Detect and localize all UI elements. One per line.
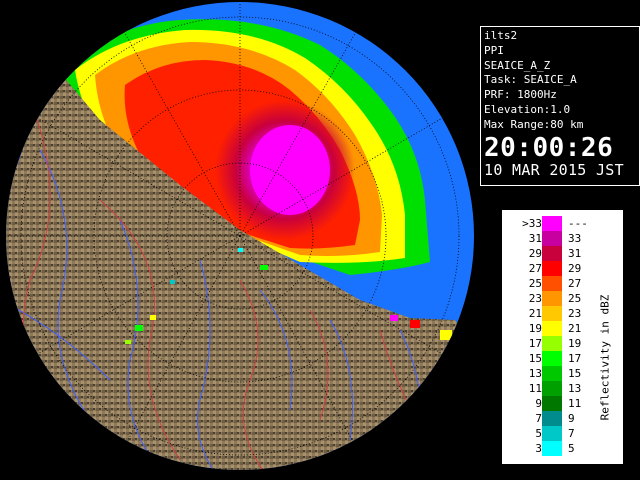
max-range-value: Max Range:80 km [484, 117, 584, 131]
legend-row: 29 31 [506, 246, 602, 261]
legend-row: 21 23 [506, 306, 602, 321]
legend-row-low: 13 [528, 367, 542, 380]
legend-swatch [542, 396, 562, 411]
scan-date: 10 MAR 2015 JST [484, 160, 624, 179]
legend-row-low: 19 [528, 322, 542, 335]
legend-row: 25 27 [506, 276, 602, 291]
legend-row-low: 25 [528, 277, 542, 290]
legend-unit-label: Reflectivity in dBZ [590, 272, 620, 442]
land-clutter [125, 248, 452, 344]
legend-swatch [542, 306, 562, 321]
echo-core-inner [250, 125, 330, 215]
legend-swatch [542, 381, 562, 396]
prf-value: PRF: 1800Hz [484, 88, 557, 102]
legend-row-low: 11 [528, 382, 542, 395]
site-name: ilts2 [484, 29, 518, 42]
scan-info-panel: ilts2 PPI SEAICE_A_Z Task: SEAICE_A PRF:… [480, 26, 640, 186]
legend-swatch [542, 336, 562, 351]
product-name: SEAICE_A_Z [484, 58, 551, 72]
legend-swatch [542, 411, 562, 426]
scan-time: 20:00:26 [484, 132, 614, 163]
legend-row-high: 13 [568, 382, 582, 395]
legend-row-low: 15 [528, 352, 542, 365]
legend-row-low: 23 [528, 292, 542, 305]
land-area [6, 2, 474, 470]
legend-swatch [542, 321, 562, 336]
scan-type: PPI [484, 43, 504, 57]
legend-row-high: 15 [568, 367, 582, 380]
legend-swatch [542, 291, 562, 306]
legend-row-low: 5 [535, 427, 542, 440]
legend-row-high: 23 [568, 307, 582, 320]
legend-row: 15 17 [506, 351, 602, 366]
legend-row-low: >33 [522, 217, 542, 230]
legend-unit-text: Reflectivity in dBZ [598, 294, 612, 420]
legend-row: 11 13 [506, 381, 602, 396]
legend-row-high: 21 [568, 322, 582, 335]
legend-row-high: 11 [568, 397, 582, 410]
legend-row-low: 7 [535, 412, 542, 425]
task-name: Task: SEAICE_A [484, 73, 577, 87]
radar-ppi-map [6, 2, 474, 470]
legend-row-high: 31 [568, 247, 582, 260]
legend-row-high: 7 [568, 427, 575, 440]
legend-row: 27 29 [506, 261, 602, 276]
legend-swatch [542, 441, 562, 456]
legend-row: 19 21 [506, 321, 602, 336]
legend-swatch [542, 276, 562, 291]
legend-row: 17 19 [506, 336, 602, 351]
legend-row-high: 25 [568, 292, 582, 305]
legend-swatch [542, 366, 562, 381]
legend-swatch [542, 231, 562, 246]
legend-swatch [542, 261, 562, 276]
legend-row-high: 17 [568, 352, 582, 365]
legend-swatch [542, 426, 562, 441]
legend-row-high: 29 [568, 262, 582, 275]
legend-row: 13 15 [506, 366, 602, 381]
legend-row-low: 31 [528, 232, 542, 245]
legend-swatch [542, 216, 562, 231]
legend-row-low: 27 [528, 262, 542, 275]
legend-row-high: --- [568, 217, 588, 230]
legend-swatch [542, 351, 562, 366]
legend-row-low: 29 [528, 247, 542, 260]
legend-row-high: 27 [568, 277, 582, 290]
legend-row-low: 21 [528, 307, 542, 320]
legend-row: 23 25 [506, 291, 602, 306]
legend-row-low: 3 [535, 442, 542, 455]
legend-row-low: 9 [535, 397, 542, 410]
elevation-value: Elevation:1.0 [484, 102, 571, 116]
legend-row-low: 17 [528, 337, 542, 350]
legend-rows: >33 --- 31 33 29 31 27 29 25 27 23 25 21 23 19 21 17 19 15… [506, 216, 602, 456]
legend-row-high: 9 [568, 412, 575, 425]
legend-row: 31 33 [506, 231, 602, 246]
range-rings [6, 2, 474, 470]
legend-row: 9 11 [506, 396, 602, 411]
legend-row-high: 33 [568, 232, 582, 245]
legend-row-high: 19 [568, 337, 582, 350]
legend-row-high: 5 [568, 442, 575, 455]
reflectivity-legend: >33 --- 31 33 29 31 27 29 25 27 23 25 21 23 19 21 17 19 15… [502, 210, 623, 464]
legend-swatch [542, 246, 562, 261]
legend-row: >33 --- [506, 216, 602, 231]
